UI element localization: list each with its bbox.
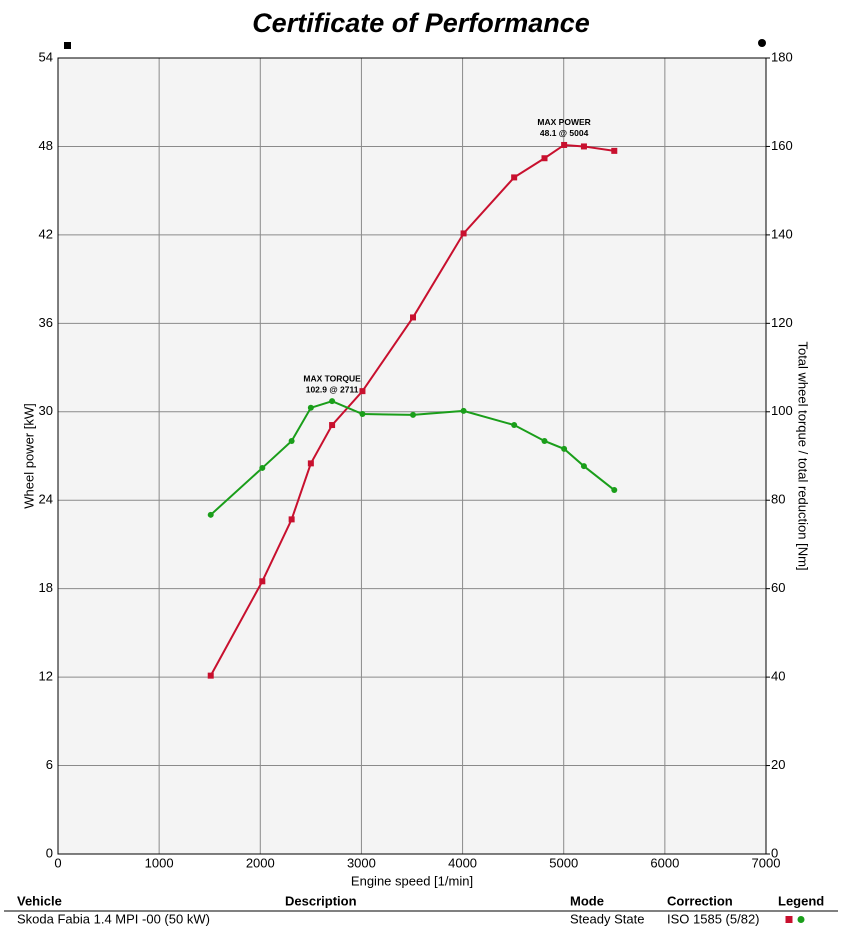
point (259, 464, 266, 471)
x-tick-label: 2000 (246, 855, 275, 870)
left-axis-marker (64, 42, 71, 49)
point (580, 143, 587, 150)
point (580, 463, 587, 470)
plot-border (57, 57, 767, 855)
point (410, 314, 417, 321)
annotation: 102.9 @ 2711 (306, 384, 359, 394)
plot-area (58, 58, 766, 854)
chart-title: Certificate of Performance (252, 8, 590, 38)
footer-header: Vehicle (17, 893, 62, 908)
footer-value: Steady State (570, 911, 644, 926)
point (541, 155, 548, 162)
y2-tick-label: 140 (771, 226, 793, 241)
y2-tick-label: 80 (771, 492, 785, 507)
x-tick-label: 0 (54, 855, 61, 870)
point (460, 230, 467, 237)
point (511, 174, 518, 181)
annotation: 48.1 @ 5004 (540, 128, 589, 138)
point (288, 516, 295, 523)
y2-tick-label: 160 (771, 138, 793, 153)
x-tick-label: 1000 (145, 855, 174, 870)
x-tick-label: 4000 (448, 855, 477, 870)
y2-tick-label: 120 (771, 315, 793, 330)
legend-icon (785, 916, 793, 923)
y2-tick-label: 60 (771, 580, 785, 595)
x-tick-label: 6000 (650, 855, 679, 870)
y2-tick-label: 100 (771, 403, 793, 418)
y-axis-label: Wheel power [kW] (21, 403, 36, 508)
footer-header: Legend (778, 893, 824, 908)
point (329, 398, 336, 405)
point (460, 407, 467, 414)
y2-tick-label: 0 (771, 845, 778, 860)
annotation: MAX POWER (537, 117, 590, 127)
footer-value: ISO 1585 (5/82) (667, 911, 760, 926)
point (359, 388, 366, 395)
y-tick-label: 0 (46, 845, 53, 860)
point (561, 445, 568, 452)
y-tick-label: 42 (39, 226, 53, 241)
point (561, 141, 568, 148)
legend-icons (785, 916, 805, 923)
point (410, 411, 417, 418)
point (329, 422, 336, 429)
annotation: MAX TORQUE (303, 373, 361, 383)
y-tick-label: 24 (39, 492, 53, 507)
y2-tick-label: 180 (771, 49, 793, 64)
point (611, 147, 618, 154)
footer-header: Description (285, 893, 357, 908)
point (288, 437, 295, 444)
point (207, 672, 214, 679)
y2-tick-label: 20 (771, 757, 785, 772)
y-tick-label: 18 (39, 580, 53, 595)
x-tick-label: 7000 (752, 855, 781, 870)
point (207, 511, 214, 518)
footer-header: Correction (667, 893, 733, 908)
x-tick-label: 3000 (347, 855, 376, 870)
y-tick-label: 12 (39, 669, 53, 684)
y-tick-label: 6 (46, 757, 53, 772)
x-axis-label: Engine speed [1/min] (351, 873, 473, 888)
point (307, 460, 314, 467)
x-tick-label: 5000 (549, 855, 578, 870)
point (541, 437, 548, 444)
point (511, 422, 518, 429)
y-tick-label: 36 (39, 315, 53, 330)
y2-axis-label: Total wheel torque / total reduction [Nm… (796, 341, 811, 570)
legend-icon (797, 916, 805, 923)
point (259, 578, 266, 585)
point (611, 487, 618, 494)
y-tick-label: 54 (39, 49, 53, 64)
right-axis-marker (758, 39, 766, 47)
point (359, 410, 366, 417)
footer-header: Mode (570, 893, 604, 908)
y-tick-label: 48 (39, 138, 53, 153)
footer-value: Skoda Fabia 1.4 MPI -00 (50 kW) (17, 911, 210, 926)
y-tick-label: 30 (39, 403, 53, 418)
point (307, 404, 314, 411)
y2-tick-label: 40 (771, 669, 785, 684)
